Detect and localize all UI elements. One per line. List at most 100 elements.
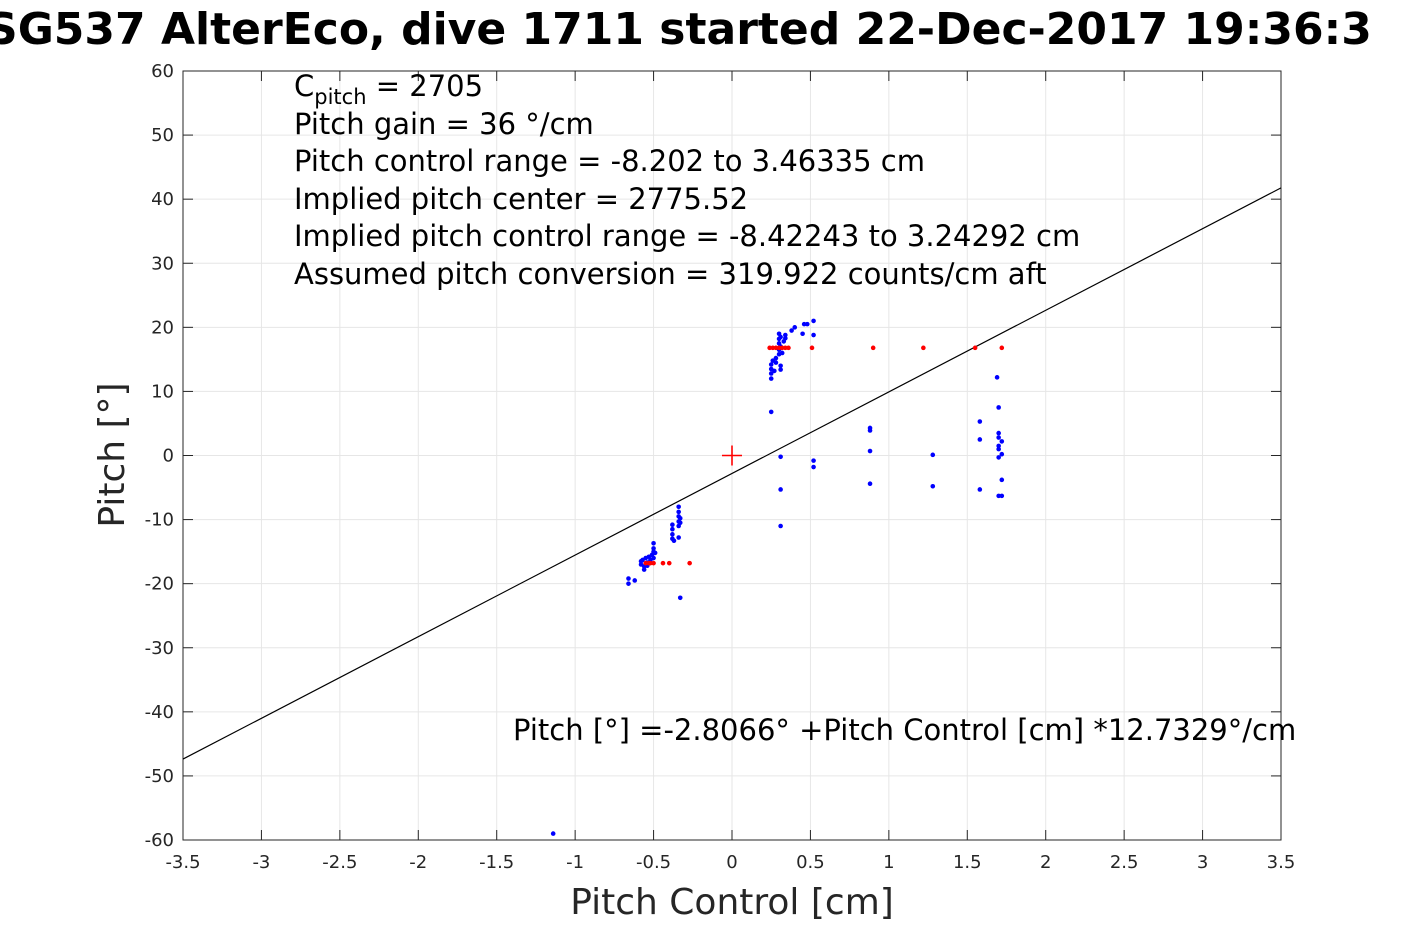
x-tick-label: 1: [883, 852, 894, 873]
observed-point: [996, 405, 1001, 410]
observed-point: [768, 409, 774, 415]
observed-point: [999, 451, 1005, 457]
observed-point: [996, 435, 1001, 440]
observed-point: [677, 516, 683, 521]
y-tick-label: 20: [151, 317, 174, 338]
observed-point: [811, 318, 816, 324]
observed-point: [651, 540, 656, 546]
observed-point: [867, 428, 873, 433]
conversion-line: Assumed pitch conversion = 319.922 count…: [294, 256, 1047, 291]
implied-center-line: Implied pitch center = 2775.52: [294, 181, 749, 216]
observed-point: [977, 487, 983, 492]
observed-point: [641, 567, 647, 572]
y-tick-label: 10: [151, 381, 174, 402]
chart-title: SG537 AlterEco, dive 1711 started 22-Dec…: [0, 4, 1372, 55]
center-marker: [722, 445, 742, 466]
observed-point: [670, 532, 675, 537]
observed-point: [804, 321, 810, 327]
observed-point: [778, 363, 783, 369]
y-tick-label: 50: [151, 125, 174, 146]
observed-point: [811, 332, 816, 338]
x-tick-label: -2.5: [322, 852, 357, 873]
observed-point: [652, 550, 658, 556]
observed-point: [800, 331, 805, 337]
observed-point: [778, 454, 783, 460]
observed-point: [772, 368, 777, 374]
observed-point: [626, 581, 631, 586]
observed-point: [811, 458, 816, 463]
x-tick-label: 3.5: [1267, 852, 1296, 873]
observed-point: [768, 362, 774, 367]
x-tick-label: 0.5: [796, 852, 825, 873]
observed-point: [768, 371, 774, 376]
observed-point: [999, 493, 1005, 499]
observed-point: [676, 509, 681, 515]
observed-point: [651, 546, 656, 551]
y-tick-label: 30: [151, 253, 174, 274]
binned-point: [687, 560, 692, 566]
x-axis-ticks: -3.5 -3 -2.5 -2 -1.5 -1 -0.5 0 0.5 1 1.5 2 2.5 3 3.5: [165, 71, 1295, 873]
y-tick-label: -20: [145, 574, 174, 595]
x-tick-label: -1.5: [479, 852, 514, 873]
observed-point: [670, 522, 675, 528]
y-tick-label: -40: [145, 702, 174, 723]
binned-point: [666, 560, 672, 566]
observed-point: [677, 595, 683, 601]
binned-point: [870, 345, 876, 351]
c-pitch-subscript: pitch: [314, 85, 367, 109]
pitch-control-range-line: Pitch control range = -8.202 to 3.46335 …: [294, 144, 925, 178]
y-tick-label: 0: [163, 446, 174, 467]
implied-range-line: Implied pitch control range = -8.42243 t…: [294, 219, 1081, 253]
annotation-block: Cpitch = 2705 Pitch gain = 36 °/cm Pitch…: [294, 68, 1080, 293]
observed-point: [811, 464, 816, 470]
observed-point: [783, 335, 788, 341]
observed-point: [789, 328, 794, 333]
grid-lines: [182, 70, 1282, 841]
binned-point: [999, 345, 1005, 351]
data-points: [550, 318, 1005, 836]
fit-equation: Pitch [°] =-2.8066° +Pitch Control [cm] …: [513, 713, 1297, 747]
observed-point: [768, 376, 774, 381]
observed-point: [676, 504, 681, 510]
y-axis-label: Pitch [°]: [92, 382, 133, 527]
observed-point: [632, 578, 638, 583]
x-tick-label: -1: [566, 852, 584, 873]
x-axis-label: Pitch Control [cm]: [570, 882, 894, 923]
y-tick-label: -50: [145, 766, 174, 787]
observed-point: [999, 439, 1005, 444]
observed-point: [930, 483, 936, 489]
c-pitch-value: = 2705: [366, 69, 484, 103]
x-tick-label: 3: [1197, 852, 1208, 873]
x-tick-label: -3.5: [165, 852, 200, 873]
y-tick-label: -60: [145, 830, 174, 851]
c-pitch-line: Cpitch = 2705: [294, 68, 1080, 109]
observed-point: [773, 360, 779, 365]
observed-point: [996, 455, 1001, 460]
x-tick-label: 0: [726, 852, 737, 873]
observed-point: [778, 334, 783, 340]
x-tick-label: -2: [409, 852, 427, 873]
binned-point: [972, 345, 978, 351]
binned-point: [921, 345, 926, 351]
observed-point: [977, 437, 983, 442]
y-tick-label: 60: [151, 61, 174, 82]
observed-point: [996, 446, 1001, 452]
observed-point: [670, 526, 675, 532]
y-tick-label: -30: [145, 638, 174, 659]
observed-point: [977, 419, 983, 424]
observed-point: [999, 477, 1005, 483]
observed-point: [651, 555, 656, 561]
y-axis-ticks: -60 -50 -40 -30 -20 -10 0 10 20 30 40 50 60: [145, 61, 1281, 851]
c-pitch-symbol: C: [294, 69, 315, 103]
observed-point: [930, 452, 936, 458]
x-tick-label: 2: [1040, 852, 1051, 873]
x-tick-label: -3: [252, 852, 270, 873]
observed-point: [779, 350, 785, 356]
observed-point: [792, 325, 798, 330]
observed-point: [677, 520, 683, 526]
observed-point: [783, 332, 788, 338]
observed-point: [773, 355, 779, 361]
binned-point: [651, 560, 656, 566]
observed-point: [778, 367, 783, 372]
